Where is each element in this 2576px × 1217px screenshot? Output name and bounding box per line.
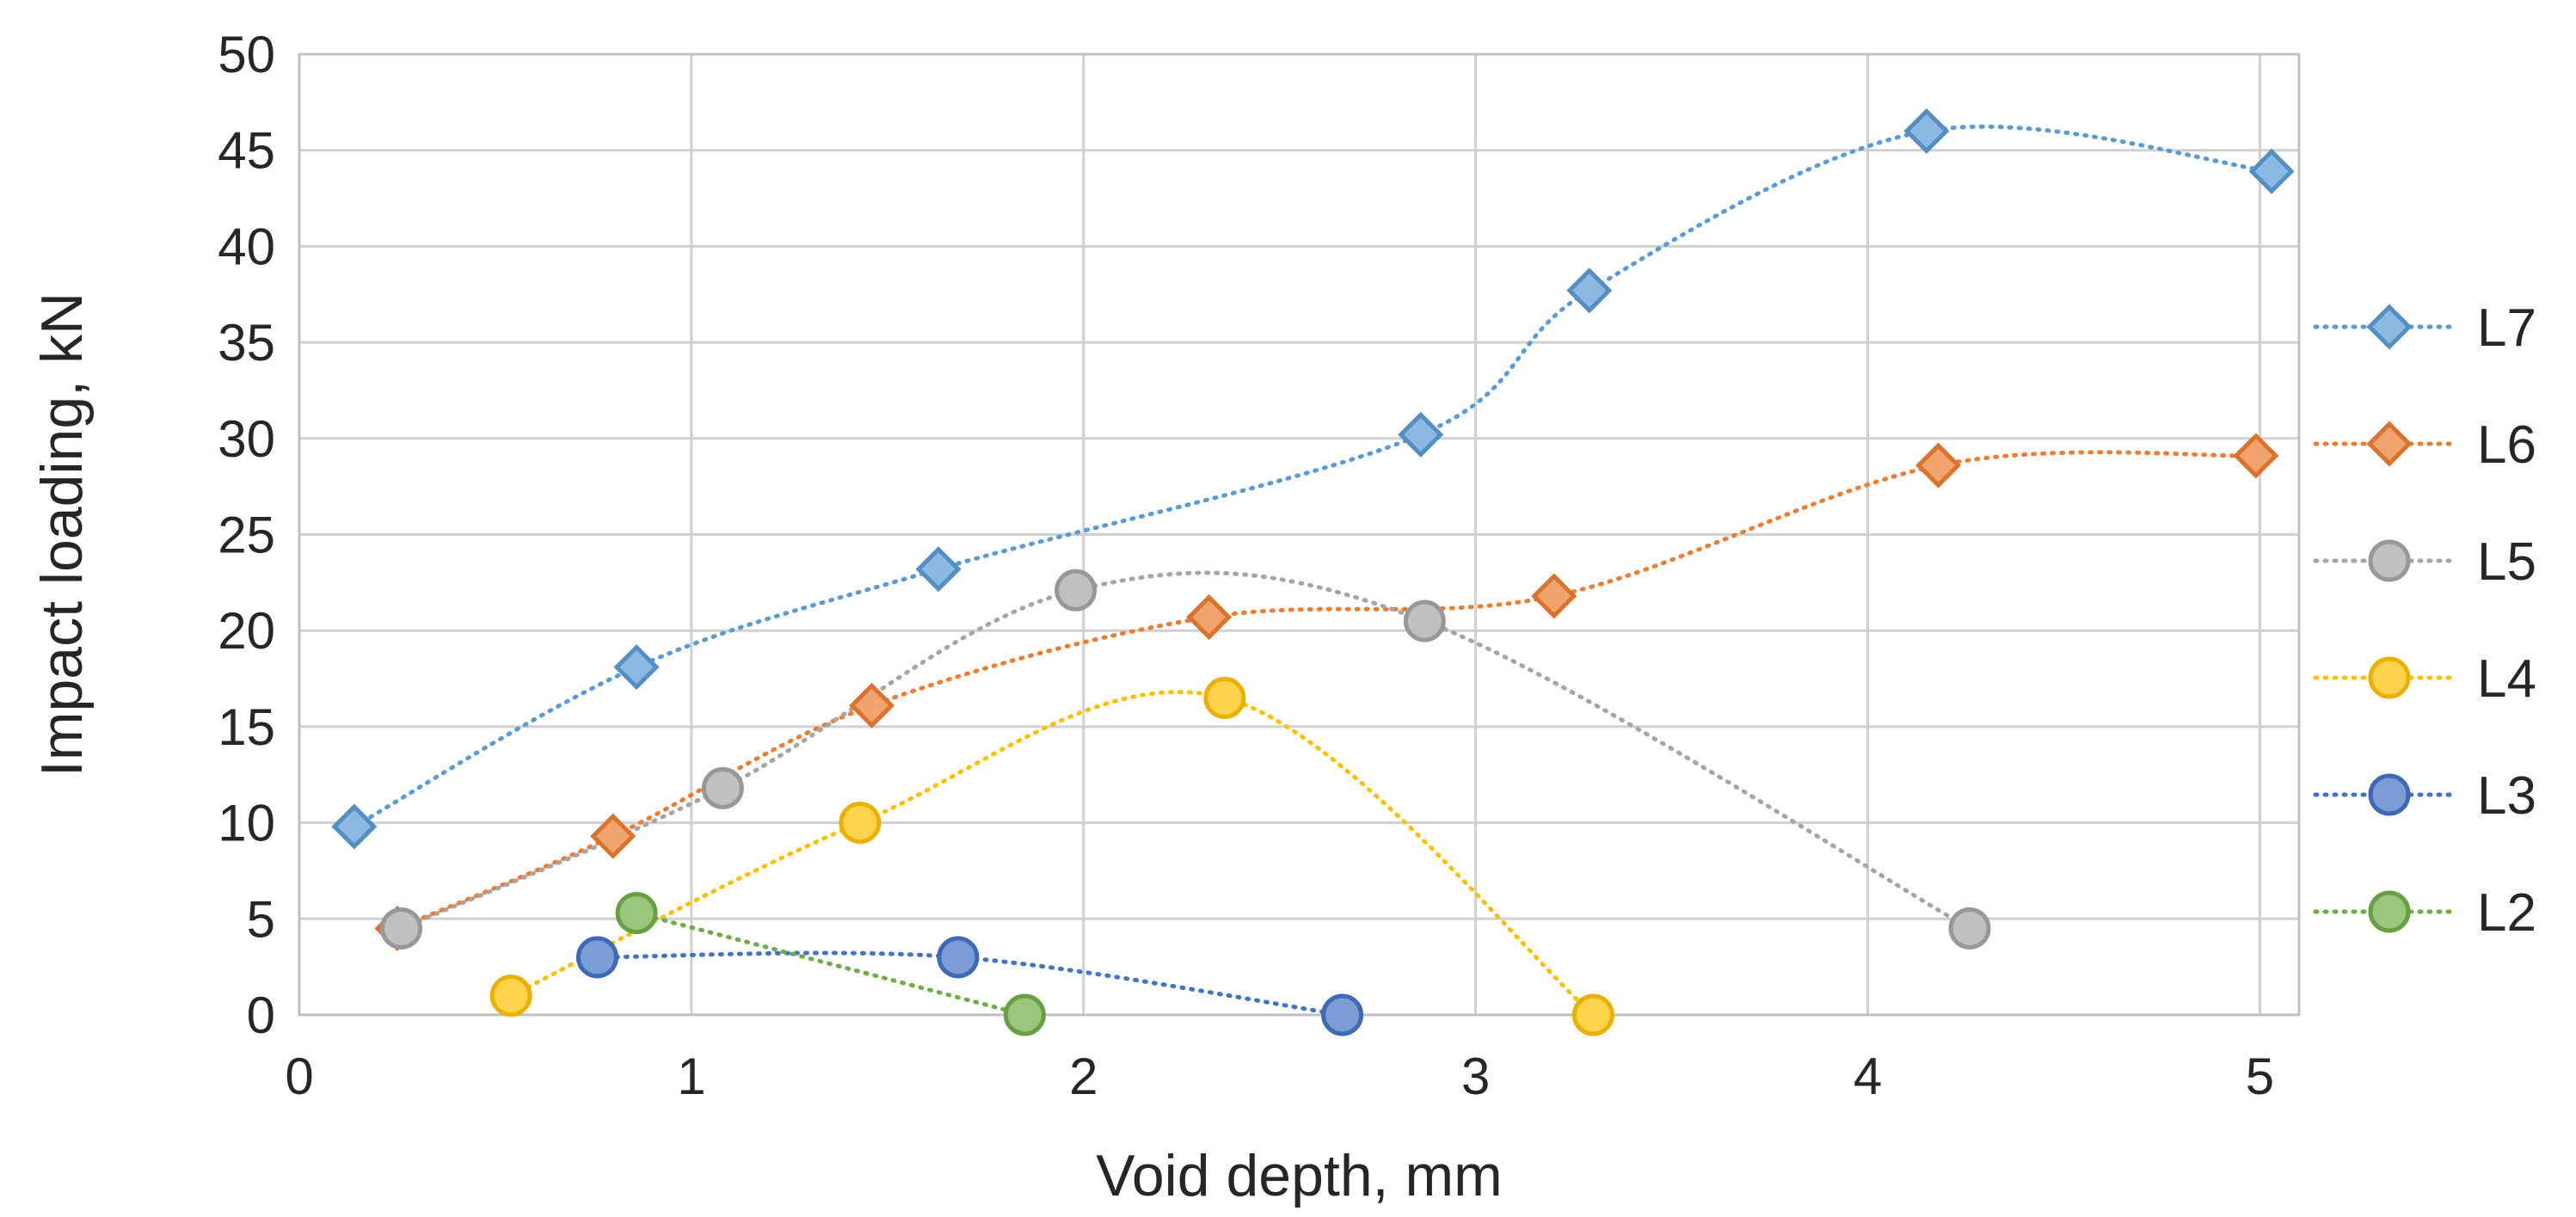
data-point-l5 <box>1948 907 1991 950</box>
data-point-l5 <box>701 766 744 809</box>
legend-label: L2 <box>2477 883 2536 943</box>
legend-marker <box>2366 304 2413 350</box>
x-tick-label: 2 <box>1069 1048 1097 1105</box>
data-point-l5 <box>380 907 423 950</box>
data-point-l2 <box>615 892 658 935</box>
series <box>331 108 2295 1036</box>
data-point-l5 <box>1054 569 1097 612</box>
legend-entry-l6: L6 <box>2313 415 2536 475</box>
data-point-l3 <box>1321 993 1364 1036</box>
x-tick-label: 3 <box>1461 1048 1490 1105</box>
legend-entry-l4: L4 <box>2313 649 2536 709</box>
y-axis-title: Impact loading, kN <box>29 292 95 777</box>
data-point-l6 <box>1915 442 1962 489</box>
data-point-l6 <box>2233 433 2279 479</box>
data-point-l7 <box>1903 108 1950 154</box>
series-line-l4 <box>508 690 1595 1017</box>
data-point-l6 <box>590 813 636 859</box>
legend-label: L3 <box>2477 766 2536 826</box>
x-tick-label: 4 <box>1854 1048 1882 1105</box>
data-point-l6 <box>1531 573 1577 619</box>
y-tick-label: 30 <box>218 410 275 468</box>
y-tick-label: 50 <box>218 26 275 83</box>
legend-marker <box>2366 421 2413 467</box>
y-tick-label: 25 <box>218 507 275 564</box>
legend-label: L6 <box>2477 415 2536 475</box>
y-tick-label: 40 <box>218 218 275 275</box>
x-tick-label: 5 <box>2246 1048 2274 1105</box>
data-point-l7 <box>2248 148 2295 194</box>
legend-label: L7 <box>2477 298 2536 358</box>
data-point-l7 <box>331 803 378 850</box>
legend-entry-l3: L3 <box>2313 766 2536 826</box>
data-point-l6 <box>849 682 895 728</box>
legend-marker <box>2368 890 2411 933</box>
y-tick-label: 20 <box>218 602 275 660</box>
y-tick-label: 0 <box>247 987 275 1044</box>
data-point-l4 <box>489 974 532 1017</box>
series-line-l2 <box>634 911 1027 1017</box>
legend: L7 L6 L5 L4 L3 L2 <box>2313 298 2536 943</box>
data-point-l7 <box>915 546 962 593</box>
series-line-l5 <box>399 570 1972 931</box>
legend-entry-l2: L2 <box>2313 883 2536 943</box>
legend-label: L5 <box>2477 532 2536 592</box>
plot-area-border <box>298 52 2301 1017</box>
y-tick-label: 5 <box>247 890 275 948</box>
legend-marker <box>2368 656 2411 699</box>
x-tick-label: 1 <box>677 1048 705 1105</box>
data-point-l3 <box>575 936 618 979</box>
legend-entry-l5: L5 <box>2313 532 2536 592</box>
data-point-l2 <box>1003 993 1046 1036</box>
data-point-l6 <box>1186 594 1233 641</box>
y-tick-label: 10 <box>218 795 275 852</box>
y-tick-label: 15 <box>218 698 275 756</box>
legend-entry-l7: L7 <box>2313 298 2536 358</box>
x-tick-label: 0 <box>285 1048 313 1105</box>
y-tick-label: 45 <box>218 122 275 180</box>
legend-marker <box>2368 539 2411 582</box>
data-point-l7 <box>613 644 660 691</box>
data-point-l4 <box>1571 993 1614 1036</box>
data-point-l7 <box>1566 267 1613 314</box>
legend-marker <box>2368 773 2411 816</box>
y-tick-label: 35 <box>218 314 275 372</box>
data-point-l3 <box>937 936 980 979</box>
data-point-l4 <box>1203 676 1246 719</box>
data-point-l7 <box>1398 411 1444 458</box>
data-point-l4 <box>839 802 882 845</box>
data-point-l5 <box>1403 599 1446 642</box>
legend-label: L4 <box>2477 649 2536 709</box>
x-axis-title: Void depth, mm <box>1096 1143 1502 1208</box>
